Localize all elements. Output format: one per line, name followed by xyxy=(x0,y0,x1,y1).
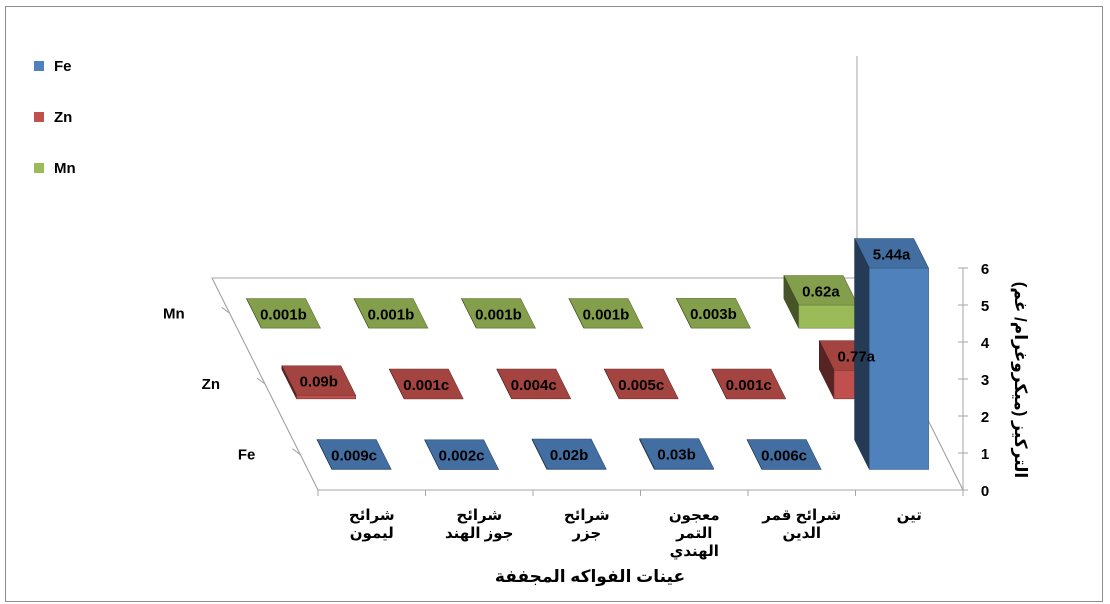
depth-label-mn: Mn xyxy=(163,305,185,322)
data-label-mn-4: 0.003b xyxy=(690,306,737,323)
data-label-zn-3: 0.005c xyxy=(618,377,664,394)
chart-frame xyxy=(5,6,1103,602)
data-label-mn-1: 0.001b xyxy=(368,306,415,323)
y-tick-label: 6 xyxy=(981,261,989,278)
data-label-fe-1: 0.002c xyxy=(439,448,485,465)
data-label-fe-3: 0.03b xyxy=(657,447,695,464)
category-label-line: شرائح xyxy=(564,507,610,524)
bar-zn-2 xyxy=(496,368,572,400)
bar-mn-4 xyxy=(675,298,751,329)
bar-mn-3 xyxy=(568,298,644,329)
category-label-line: جوز الهند xyxy=(445,525,513,542)
bar-front xyxy=(798,304,859,329)
bar-front xyxy=(654,468,714,470)
category-label-line: تين xyxy=(897,507,922,524)
bar-fe-4 xyxy=(746,439,822,470)
legend-swatch-fe xyxy=(34,61,44,71)
bar-zn-1 xyxy=(388,368,464,400)
data-label-zn-5: 0.77a xyxy=(837,349,875,366)
bar-fe-2 xyxy=(531,438,607,470)
category-label-line: شرائح قمر xyxy=(761,507,841,524)
data-label-fe-4: 0.006c xyxy=(761,447,807,464)
category-label-line: الدين xyxy=(782,525,821,542)
depth-tick xyxy=(292,448,301,456)
data-label-mn-3: 0.001b xyxy=(583,306,630,323)
depth-tick xyxy=(221,306,230,314)
bar-fe-1 xyxy=(424,439,500,470)
category-label-line: التمر xyxy=(675,525,712,542)
bar-front xyxy=(546,468,607,470)
y-tick-label: 2 xyxy=(981,409,989,426)
category-label-line: شرائح xyxy=(349,507,395,524)
y-tick-label: 3 xyxy=(981,372,989,389)
data-label-mn-2: 0.001b xyxy=(475,306,522,323)
legend-label-fe: Fe xyxy=(54,57,72,75)
data-label-zn-4: 0.001c xyxy=(726,377,772,394)
y-tick-label: 4 xyxy=(981,335,990,352)
data-label-zn-2: 0.004c xyxy=(511,377,557,394)
bar-zn-0 xyxy=(281,365,357,400)
data-label-mn-5: 0.62a xyxy=(802,283,840,300)
legend-label-zn: Zn xyxy=(54,108,73,126)
data-label-zn-0: 0.09b xyxy=(300,374,338,391)
data-label-zn-1: 0.001c xyxy=(403,377,449,394)
category-label-line: ليمون xyxy=(350,525,394,542)
y-tick-label: 1 xyxy=(981,446,989,463)
category-label-line: جزر xyxy=(571,525,601,542)
bar-fe-0 xyxy=(316,439,392,470)
y-axis-title: التركيز (ميكروغرام/ غم) xyxy=(1010,282,1030,479)
legend-swatch-mn xyxy=(34,163,44,173)
data-label-fe-0: 0.009c xyxy=(331,447,377,464)
category-label-line: معجون xyxy=(669,507,720,524)
bar-side xyxy=(388,368,405,399)
depth-label-zn: Zn xyxy=(202,376,220,393)
category-label-line: الهندي xyxy=(670,543,719,561)
data-label-fe-2: 0.02b xyxy=(550,447,588,464)
bar-front xyxy=(869,267,929,470)
y-tick-label: 0 xyxy=(981,483,989,500)
category-label-4: شرائح قمر الدين xyxy=(761,507,841,542)
category-label-3: معجون التمر الهندي xyxy=(669,507,720,561)
category-label-2: شرائح جزر xyxy=(564,507,610,542)
bar-zn-4 xyxy=(711,368,787,400)
legend-item-fe: Fe xyxy=(34,57,72,75)
bar-zn-3 xyxy=(603,368,679,400)
x-axis-title: عينات الفواكه المجففة xyxy=(495,567,685,587)
legend-swatch-zn xyxy=(34,112,44,122)
category-label-line: شرائح xyxy=(456,507,502,524)
depth-tick xyxy=(256,377,266,385)
category-label-5: تين xyxy=(897,507,922,524)
bar-front xyxy=(296,395,357,400)
legend-label-mn: Mn xyxy=(54,159,76,177)
legend-item-mn: Mn xyxy=(34,159,76,177)
legend-item-zn: Zn xyxy=(34,108,73,126)
y-tick-label: 5 xyxy=(981,298,989,315)
bar-mn-0 xyxy=(245,298,321,329)
depth-label-fe: Fe xyxy=(238,447,256,464)
bar-fe-3 xyxy=(639,438,715,470)
bar-mn-5 xyxy=(783,275,859,329)
data-label-fe-5: 5.44a xyxy=(873,246,911,263)
bar-side xyxy=(711,368,727,399)
data-label-mn-0: 0.001b xyxy=(260,306,307,323)
category-label-1: شرائح جوز الهند xyxy=(445,507,513,542)
bar-fe-5 xyxy=(854,238,930,470)
bar-mn-2 xyxy=(460,298,536,329)
category-label-0: شرائح ليمون xyxy=(349,507,395,542)
bar-mn-1 xyxy=(353,298,429,329)
